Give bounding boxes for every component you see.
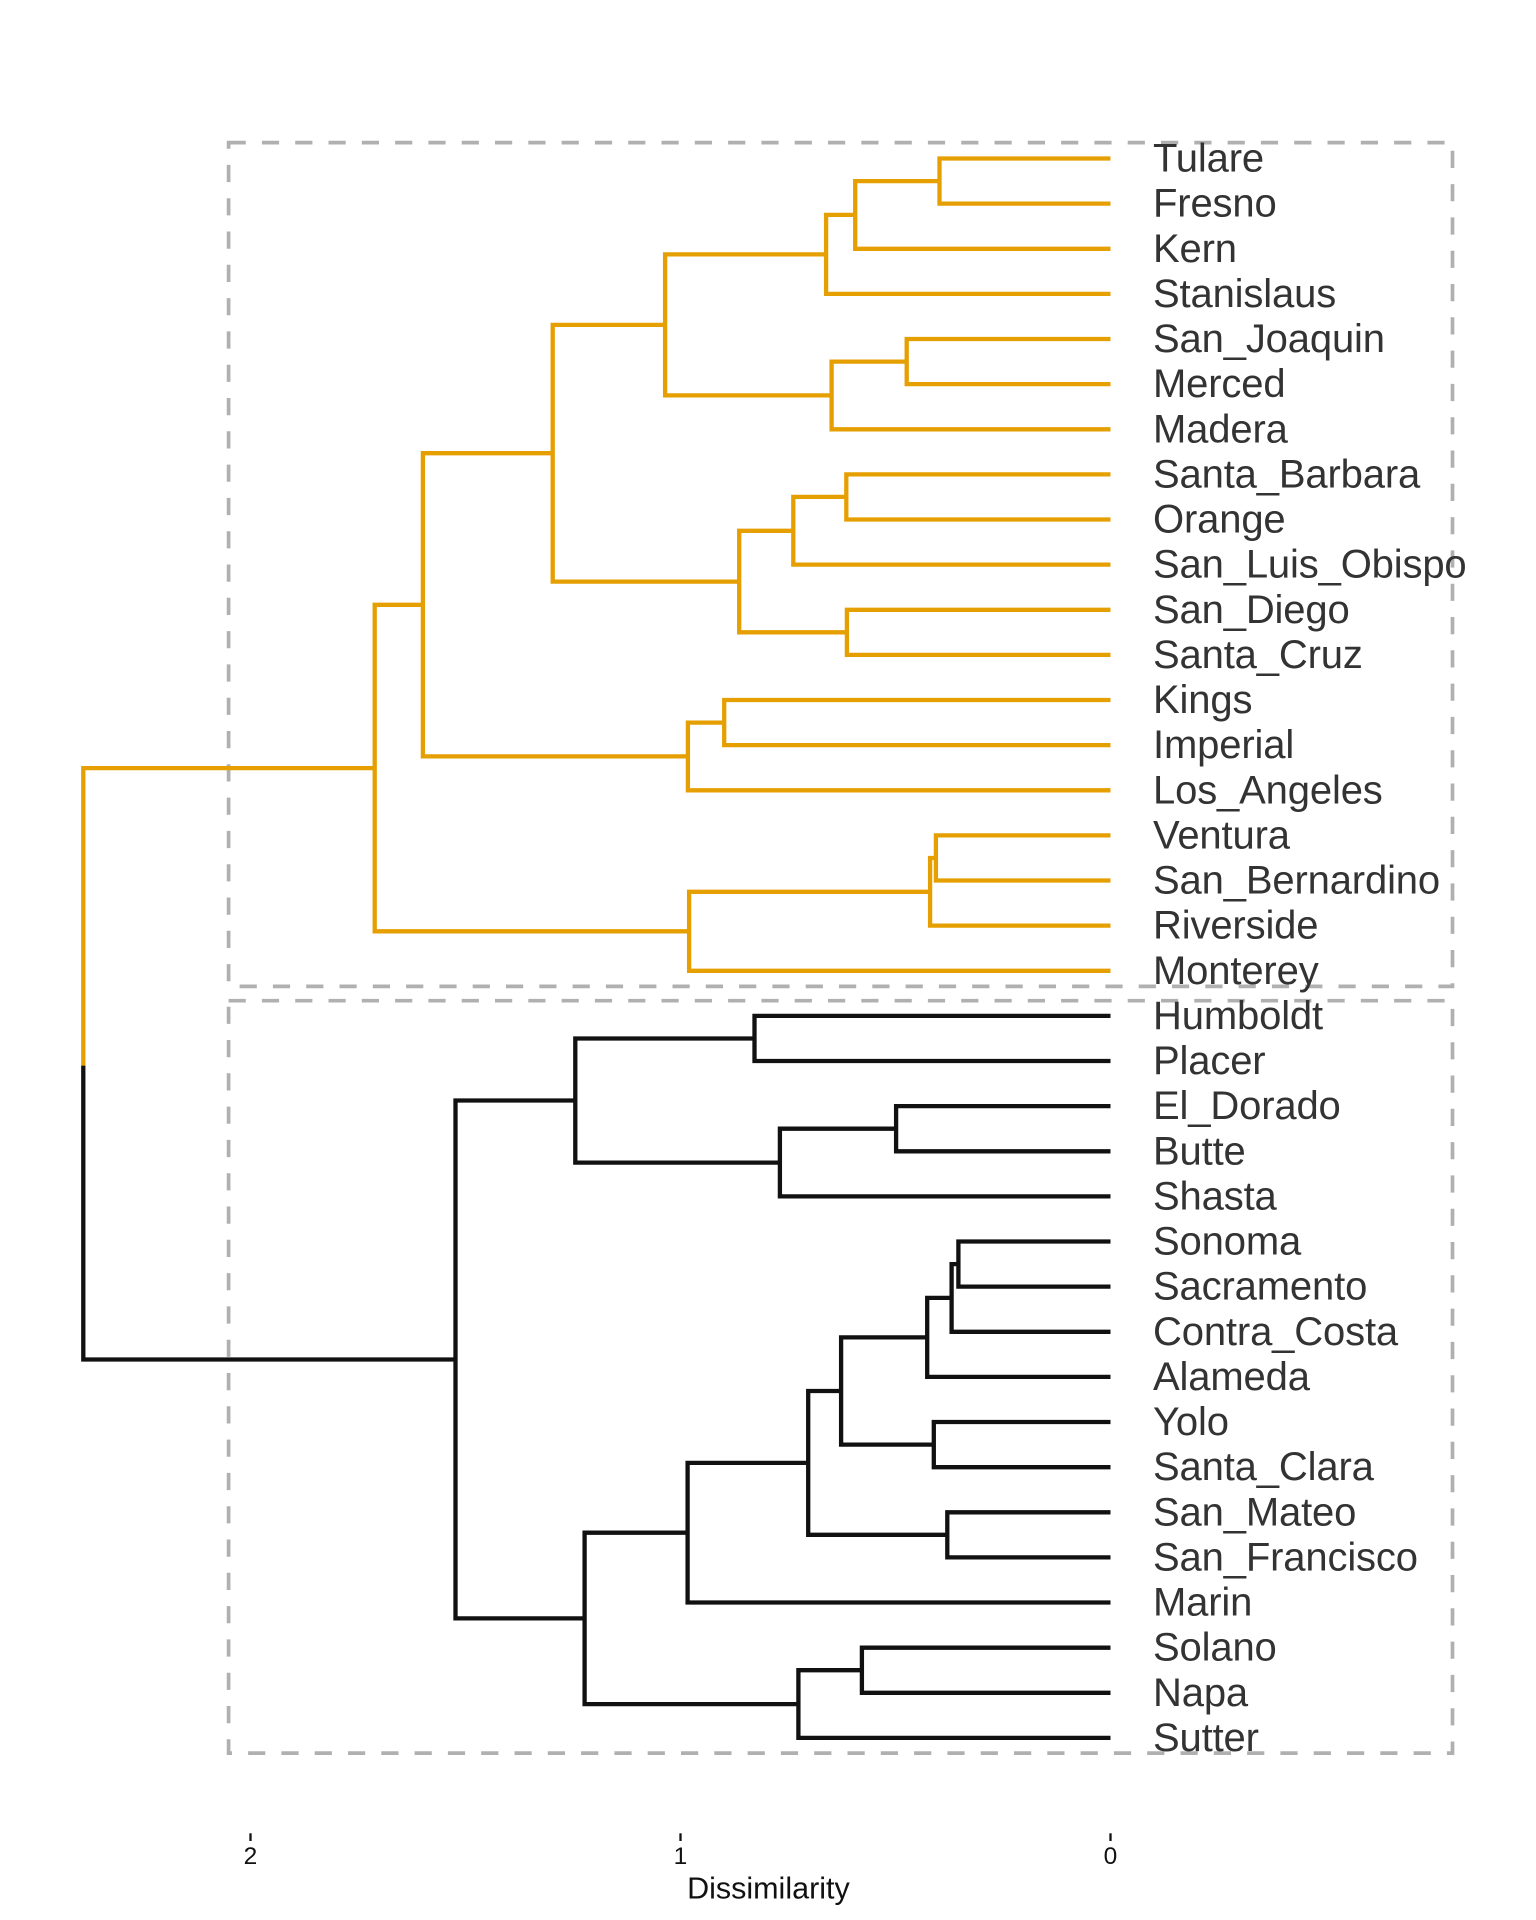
svg-text:Ventura: Ventura bbox=[1153, 813, 1291, 857]
svg-text:Sonoma: Sonoma bbox=[1153, 1220, 1302, 1264]
svg-text:Contra_Costa: Contra_Costa bbox=[1153, 1310, 1399, 1354]
svg-text:Yolo: Yolo bbox=[1153, 1400, 1229, 1444]
svg-text:0: 0 bbox=[1104, 1843, 1118, 1870]
svg-text:Santa_Clara: Santa_Clara bbox=[1153, 1445, 1375, 1489]
svg-text:Alameda: Alameda bbox=[1153, 1355, 1311, 1399]
svg-text:Riverside: Riverside bbox=[1153, 904, 1318, 948]
svg-text:San_Mateo: San_Mateo bbox=[1153, 1490, 1356, 1534]
svg-text:El_Dorado: El_Dorado bbox=[1153, 1084, 1341, 1128]
svg-text:San_Diego: San_Diego bbox=[1153, 588, 1350, 632]
svg-text:Kings: Kings bbox=[1153, 678, 1252, 722]
svg-text:Kern: Kern bbox=[1153, 227, 1237, 271]
svg-text:Madera: Madera bbox=[1153, 407, 1289, 451]
svg-text:Monterey: Monterey bbox=[1153, 949, 1319, 993]
svg-text:Dissimilarity: Dissimilarity bbox=[687, 1871, 850, 1905]
svg-text:Sutter: Sutter bbox=[1153, 1716, 1259, 1760]
svg-text:Shasta: Shasta bbox=[1153, 1174, 1278, 1218]
svg-text:Santa_Barbara: Santa_Barbara bbox=[1153, 452, 1421, 496]
svg-text:Placer: Placer bbox=[1153, 1039, 1265, 1083]
svg-text:Sacramento: Sacramento bbox=[1153, 1265, 1367, 1309]
svg-text:Humboldt: Humboldt bbox=[1153, 994, 1323, 1038]
svg-text:2: 2 bbox=[244, 1843, 258, 1870]
svg-text:Stanislaus: Stanislaus bbox=[1153, 272, 1336, 316]
svg-text:San_Joaquin: San_Joaquin bbox=[1153, 317, 1385, 361]
svg-text:Orange: Orange bbox=[1153, 498, 1286, 542]
svg-text:1: 1 bbox=[674, 1843, 688, 1870]
svg-text:Fresno: Fresno bbox=[1153, 182, 1277, 226]
svg-text:San_Bernardino: San_Bernardino bbox=[1153, 859, 1440, 903]
svg-text:Butte: Butte bbox=[1153, 1129, 1246, 1173]
svg-text:Solano: Solano bbox=[1153, 1626, 1277, 1670]
svg-text:San_Luis_Obispo: San_Luis_Obispo bbox=[1153, 543, 1467, 587]
svg-text:Santa_Cruz: Santa_Cruz bbox=[1153, 633, 1363, 677]
svg-text:Merced: Merced bbox=[1153, 362, 1285, 406]
svg-text:Napa: Napa bbox=[1153, 1671, 1249, 1715]
svg-text:Marin: Marin bbox=[1153, 1581, 1252, 1625]
svg-text:Los_Angeles: Los_Angeles bbox=[1153, 768, 1383, 812]
svg-text:San_Francisco: San_Francisco bbox=[1153, 1535, 1418, 1579]
svg-text:Tulare: Tulare bbox=[1153, 137, 1264, 181]
svg-text:Imperial: Imperial bbox=[1153, 723, 1294, 767]
